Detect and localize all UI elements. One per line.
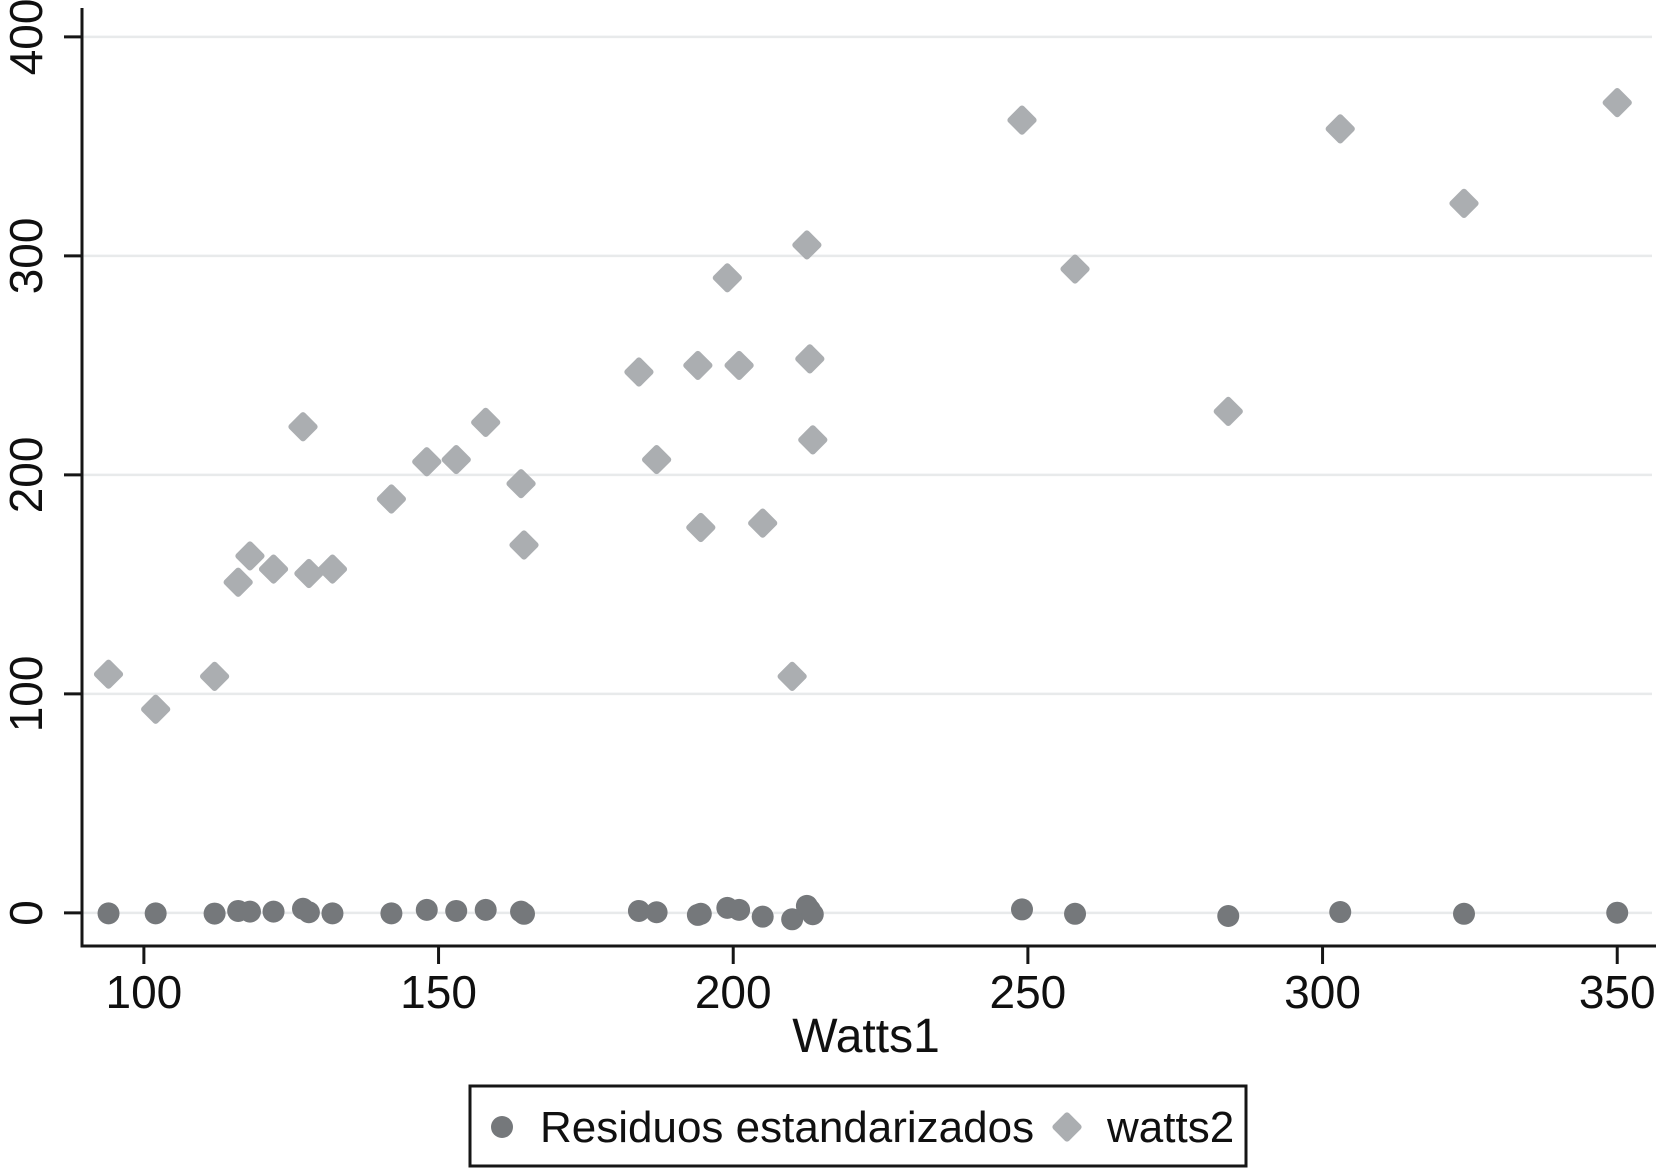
point-watts2 — [471, 407, 501, 437]
point-watts2 — [441, 444, 471, 475]
y-tick-label-400: 400 — [0, 0, 52, 75]
point-residual — [751, 905, 774, 928]
x-axis-title: Watts1 — [792, 1010, 940, 1063]
series-residuals — [97, 894, 1629, 931]
point-residual — [1217, 904, 1240, 927]
y-tick-label-100: 100 — [0, 656, 52, 733]
point-watts2 — [686, 512, 716, 543]
point-residual — [415, 898, 438, 921]
x-tick-label-350: 350 — [1579, 966, 1656, 1018]
point-residual — [474, 898, 497, 921]
point-residual — [297, 901, 320, 924]
point-residual — [238, 900, 261, 923]
point-residual — [321, 902, 344, 925]
x-tick-label-250: 250 — [990, 966, 1067, 1018]
point-residual — [689, 902, 712, 925]
point-residual — [203, 902, 226, 925]
point-residual — [1010, 898, 1033, 921]
point-watts2 — [683, 350, 713, 381]
point-residual — [380, 902, 403, 925]
axes — [80, 8, 1656, 948]
legend-marker-circle-icon — [491, 1116, 513, 1138]
point-residual — [144, 902, 167, 925]
point-watts2 — [223, 567, 253, 597]
point-watts2 — [748, 508, 778, 538]
point-residual — [1606, 901, 1629, 924]
point-watts2 — [317, 554, 348, 584]
point-watts2 — [235, 541, 265, 571]
point-watts2 — [795, 344, 825, 374]
point-watts2 — [200, 661, 230, 692]
point-residual — [1329, 901, 1352, 924]
x-tick-label-100: 100 — [106, 966, 183, 1018]
legend-box — [468, 1084, 1248, 1168]
point-watts2 — [1213, 396, 1243, 427]
y-tick-label-300: 300 — [0, 218, 52, 295]
point-watts2 — [376, 484, 406, 514]
tick-marks — [64, 35, 1619, 964]
point-residual — [262, 900, 285, 923]
x-tick-label-150: 150 — [400, 966, 477, 1018]
point-watts2 — [1007, 105, 1037, 135]
legend: Residuos estandarizados watts2 — [468, 1084, 1248, 1168]
point-residual — [801, 903, 824, 926]
point-residual — [1064, 902, 1087, 925]
point-residual — [445, 899, 468, 922]
point-watts2 — [288, 412, 318, 442]
point-watts2 — [642, 444, 672, 475]
point-watts2 — [509, 530, 539, 560]
point-watts2 — [1325, 114, 1355, 144]
point-watts2 — [93, 659, 124, 689]
gridlines — [82, 35, 1652, 915]
point-residual — [627, 899, 650, 922]
point-residual — [513, 902, 536, 925]
point-watts2 — [712, 263, 742, 293]
point-watts2 — [777, 661, 807, 692]
point-watts2 — [798, 425, 828, 455]
point-watts2 — [1060, 254, 1090, 284]
point-residual — [781, 908, 804, 931]
point-residual — [645, 901, 668, 924]
x-tick-label-200: 200 — [695, 966, 772, 1018]
x-axis-tick-labels: 100 150 200 250 300 350 — [106, 966, 1656, 1018]
y-axis-tick-labels: 0 100 200 300 400 — [0, 0, 52, 926]
legend-label-residuals: Residuos estandarizados — [540, 1103, 1034, 1152]
legend-label-watts2: watts2 — [1106, 1103, 1234, 1152]
point-watts2 — [412, 447, 442, 477]
point-residual — [728, 898, 751, 921]
point-watts2 — [792, 230, 822, 260]
point-residual — [97, 902, 120, 925]
point-watts2 — [724, 350, 754, 381]
point-watts2 — [141, 694, 171, 724]
point-watts2 — [1449, 188, 1479, 218]
point-watts2 — [1602, 88, 1632, 118]
point-watts2 — [624, 357, 654, 387]
series-watts2 — [93, 88, 1632, 724]
legend-marker-diamond-icon — [1052, 1112, 1082, 1142]
x-tick-label-300: 300 — [1284, 966, 1361, 1018]
y-tick-label-0: 0 — [0, 900, 52, 926]
point-residual — [1453, 902, 1476, 925]
point-watts2 — [258, 554, 289, 584]
y-tick-label-200: 200 — [0, 437, 52, 514]
point-watts2 — [506, 469, 536, 499]
point-watts2 — [294, 558, 324, 589]
